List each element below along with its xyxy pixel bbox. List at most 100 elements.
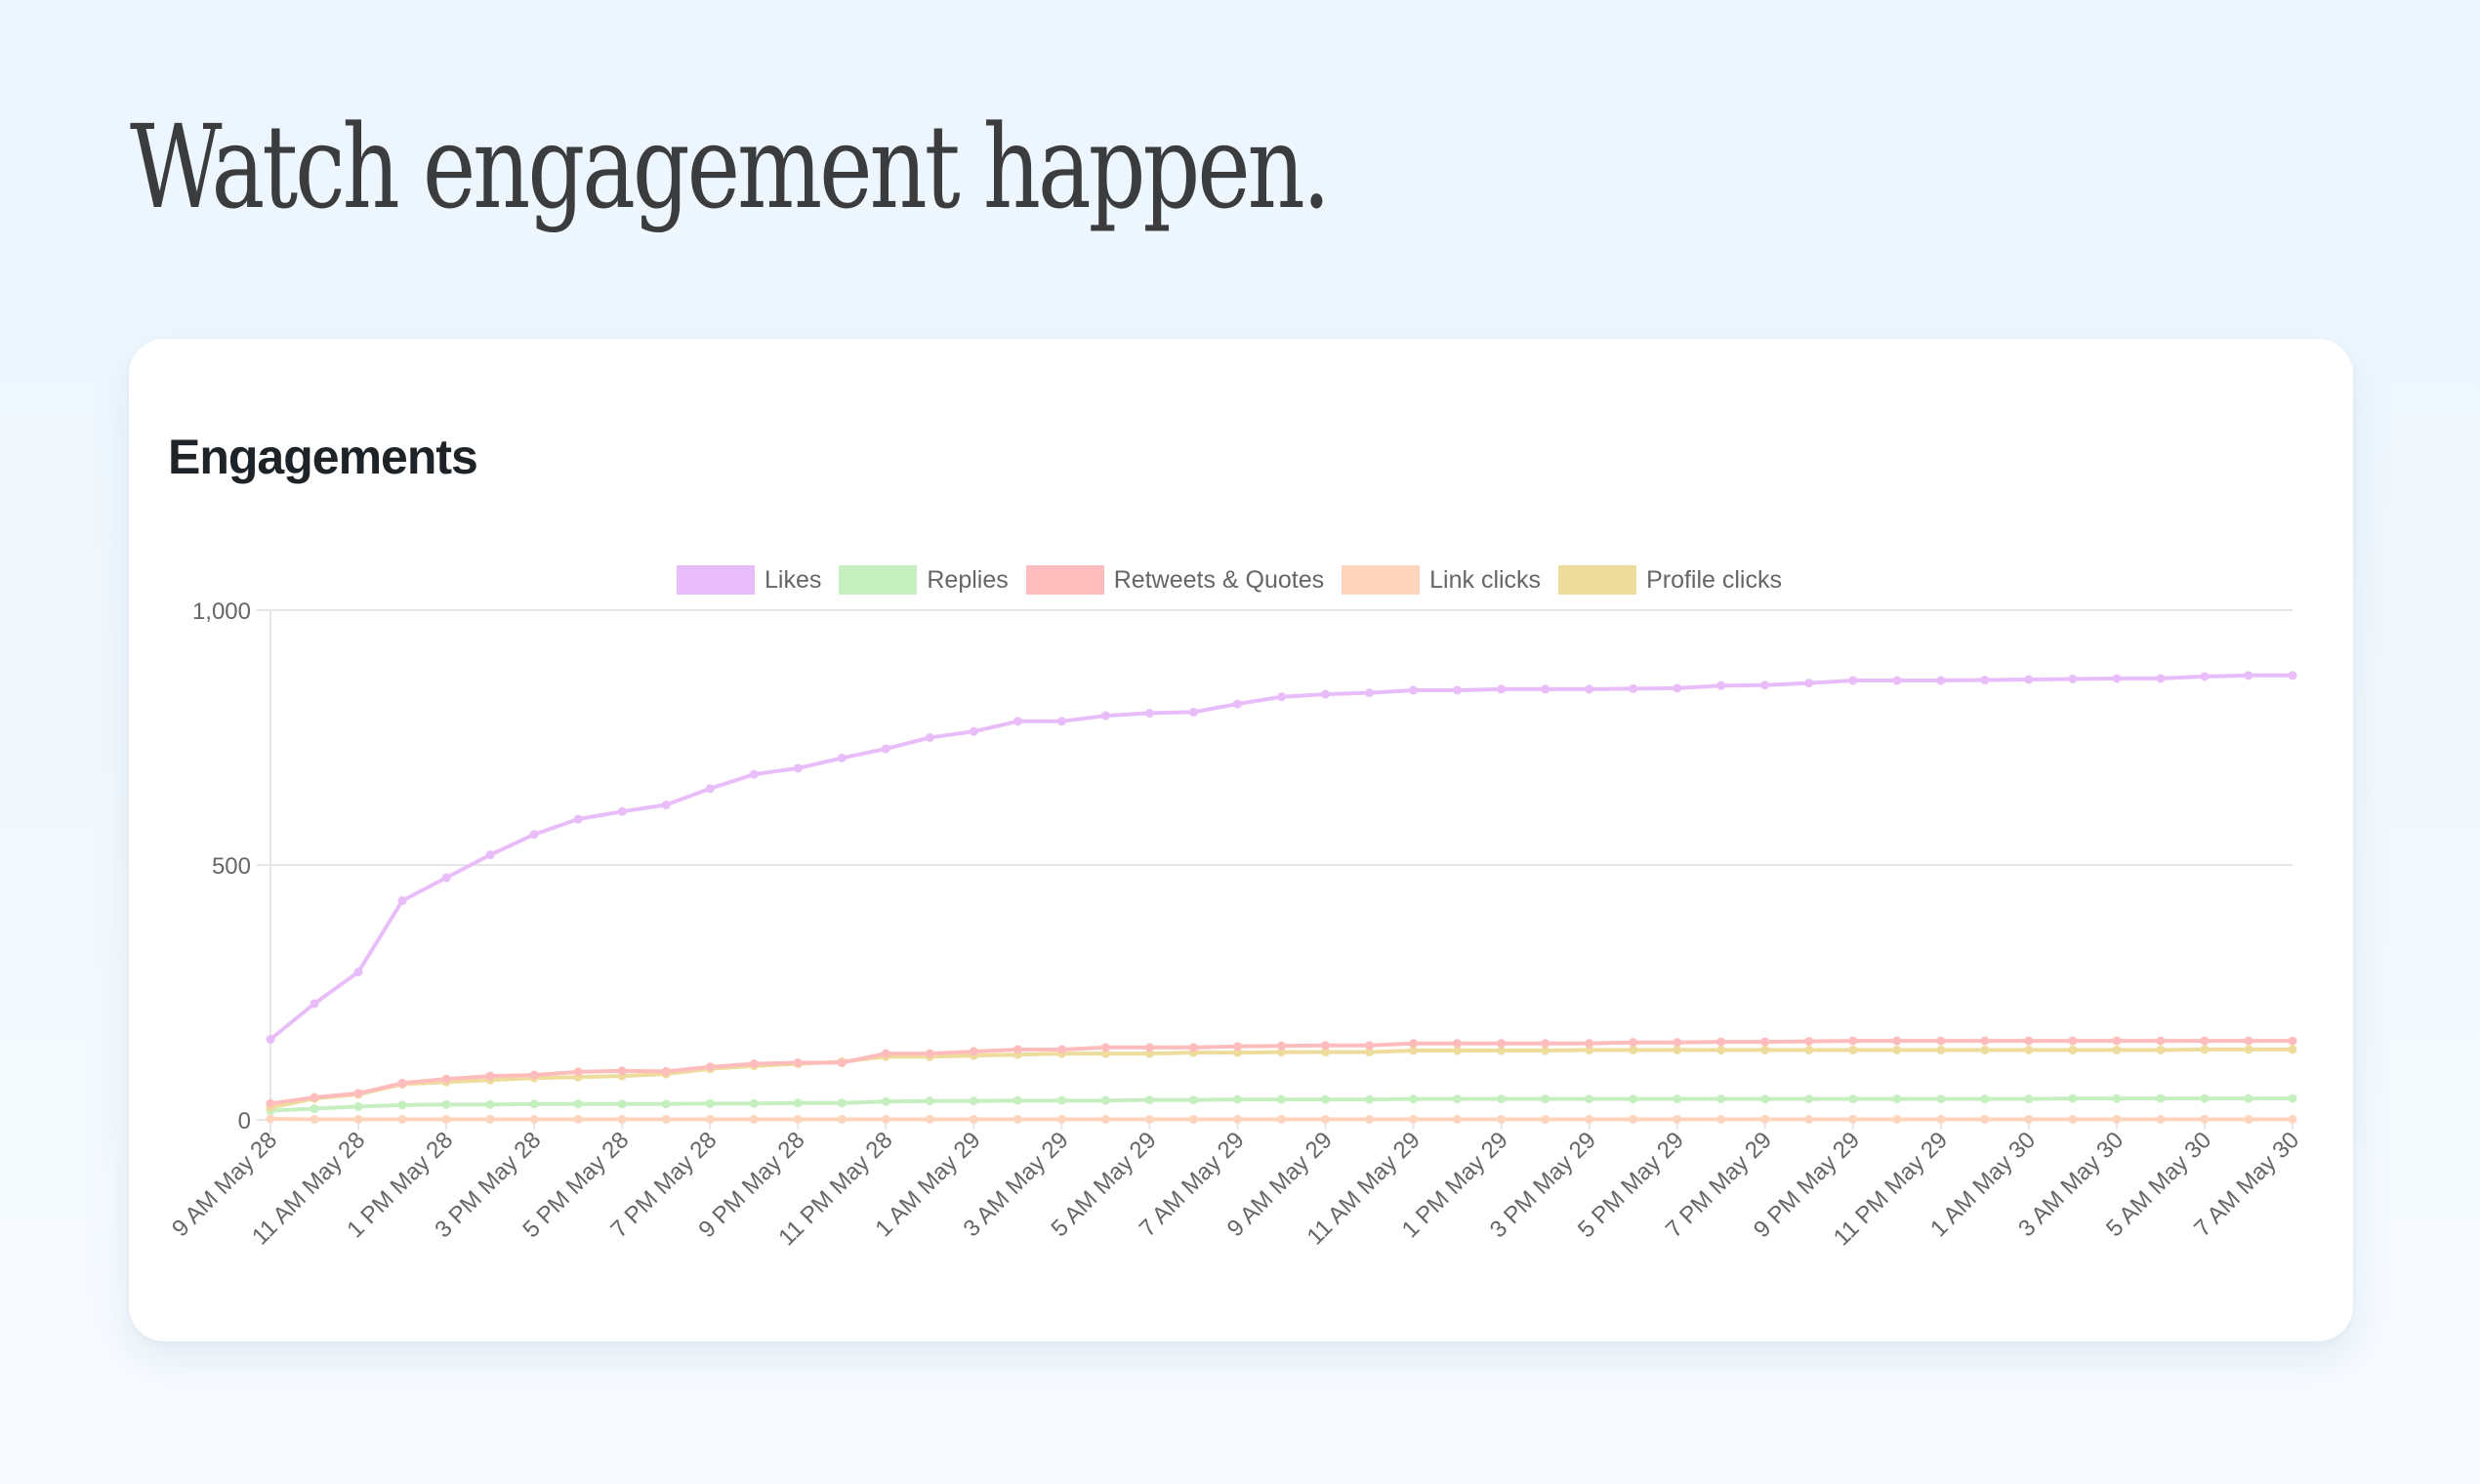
data-point-replies (353, 1101, 363, 1111)
data-point-profile_clicks (2288, 1045, 2297, 1054)
data-point-retweets (881, 1049, 890, 1058)
data-point-replies (1673, 1094, 1682, 1104)
data-point-replies (1365, 1094, 1375, 1104)
data-point-link_clicks (2244, 1114, 2253, 1124)
y-tick-label: 500 (212, 853, 251, 880)
data-point-link_clicks (661, 1114, 671, 1124)
legend-item-retweets-quotes[interactable]: Retweets & Quotes (1025, 565, 1324, 595)
data-point-link_clicks (925, 1114, 934, 1124)
legend-swatch (1558, 565, 1637, 595)
data-point-link_clicks (1100, 1114, 1110, 1124)
legend-label: Replies (927, 565, 1009, 594)
data-point-likes (705, 784, 715, 794)
data-point-likes (2200, 672, 2210, 681)
data-point-profile_clicks (1716, 1045, 1726, 1054)
legend-item-likes[interactable]: Likes (677, 565, 821, 595)
data-point-profile_clicks (2244, 1045, 2253, 1054)
data-point-profile_clicks (1409, 1046, 1419, 1055)
data-point-retweets (2244, 1036, 2253, 1046)
data-point-likes (1541, 684, 1550, 694)
data-point-link_clicks (1144, 1114, 1154, 1124)
data-point-likes (1056, 717, 1066, 726)
data-point-replies (1100, 1095, 1110, 1105)
data-point-replies (1541, 1094, 1550, 1104)
data-point-replies (2024, 1094, 2034, 1104)
data-point-likes (1100, 711, 1110, 721)
data-point-replies (1980, 1094, 1990, 1104)
data-point-replies (1629, 1094, 1638, 1104)
data-point-link_clicks (397, 1114, 407, 1124)
data-point-retweets (485, 1071, 495, 1081)
data-point-replies (2200, 1093, 2210, 1103)
data-point-retweets (1453, 1039, 1463, 1049)
card-title: Engagements (168, 430, 478, 484)
data-point-likes (1277, 692, 1286, 702)
data-point-link_clicks (2068, 1114, 2078, 1124)
data-point-replies (1848, 1094, 1858, 1104)
data-point-likes (793, 763, 803, 773)
data-point-retweets (1804, 1037, 1814, 1047)
data-point-profile_clicks (1585, 1045, 1594, 1054)
data-point-likes (1980, 676, 1990, 685)
legend-item-replies[interactable]: Replies (839, 565, 1009, 595)
data-point-retweets (1629, 1038, 1638, 1048)
data-point-retweets (705, 1062, 715, 1072)
data-point-retweets (1188, 1043, 1198, 1052)
legend-swatch (1342, 565, 1421, 595)
data-point-replies (1013, 1095, 1022, 1105)
data-point-retweets (617, 1066, 627, 1076)
data-point-profile_clicks (1144, 1049, 1154, 1058)
data-point-likes (2024, 675, 2034, 684)
data-point-likes (969, 726, 978, 736)
data-point-link_clicks (2112, 1114, 2122, 1124)
data-point-likes (397, 896, 407, 906)
data-point-link_clicks (617, 1114, 627, 1124)
data-point-retweets (1144, 1043, 1154, 1052)
data-point-replies (617, 1099, 627, 1109)
data-point-likes (617, 806, 627, 816)
data-point-replies (749, 1098, 759, 1108)
data-point-likes (1848, 676, 1858, 685)
data-point-link_clicks (529, 1114, 539, 1124)
data-point-retweets (1321, 1041, 1331, 1051)
data-point-retweets (1673, 1038, 1682, 1048)
data-point-retweets (529, 1070, 539, 1080)
data-point-retweets (2112, 1036, 2122, 1046)
data-point-replies (1188, 1095, 1198, 1105)
data-point-retweets (1013, 1045, 1022, 1054)
data-point-link_clicks (2200, 1114, 2210, 1124)
data-point-replies (705, 1098, 715, 1108)
data-point-profile_clicks (1629, 1045, 1638, 1054)
y-tick-label: 0 (238, 1108, 251, 1134)
data-point-likes (573, 814, 583, 824)
data-point-likes (881, 744, 890, 754)
legend-item-profile-clicks[interactable]: Profile clicks (1558, 565, 1782, 595)
data-point-link_clicks (1980, 1114, 1990, 1124)
data-point-likes (485, 850, 495, 860)
data-point-link_clicks (1497, 1114, 1507, 1124)
data-point-likes (1936, 676, 1946, 685)
data-point-likes (353, 968, 363, 977)
data-point-likes (1760, 680, 1770, 690)
data-point-link_clicks (1277, 1114, 1286, 1124)
data-point-retweets (1760, 1037, 1770, 1047)
data-point-link_clicks (485, 1114, 495, 1124)
data-point-link_clicks (441, 1114, 451, 1124)
data-point-link_clicks (1716, 1114, 1726, 1124)
data-point-link_clicks (2288, 1114, 2297, 1124)
data-point-retweets (2156, 1036, 2166, 1046)
data-point-likes (1716, 680, 1726, 690)
data-point-retweets (793, 1058, 803, 1068)
data-point-link_clicks (1365, 1114, 1375, 1124)
data-point-likes (1013, 717, 1022, 726)
data-point-link_clicks (573, 1114, 583, 1124)
legend-item-link-clicks[interactable]: Link clicks (1342, 565, 1541, 595)
legend-swatch (677, 565, 755, 595)
data-point-link_clicks (1453, 1114, 1463, 1124)
data-point-likes (1804, 679, 1814, 688)
page-headline: Watch engagement happen. (130, 100, 1331, 234)
data-point-link_clicks (1673, 1114, 1682, 1124)
data-point-likes (1892, 676, 1902, 685)
data-point-link_clicks (881, 1114, 890, 1124)
data-point-replies (1716, 1094, 1726, 1104)
